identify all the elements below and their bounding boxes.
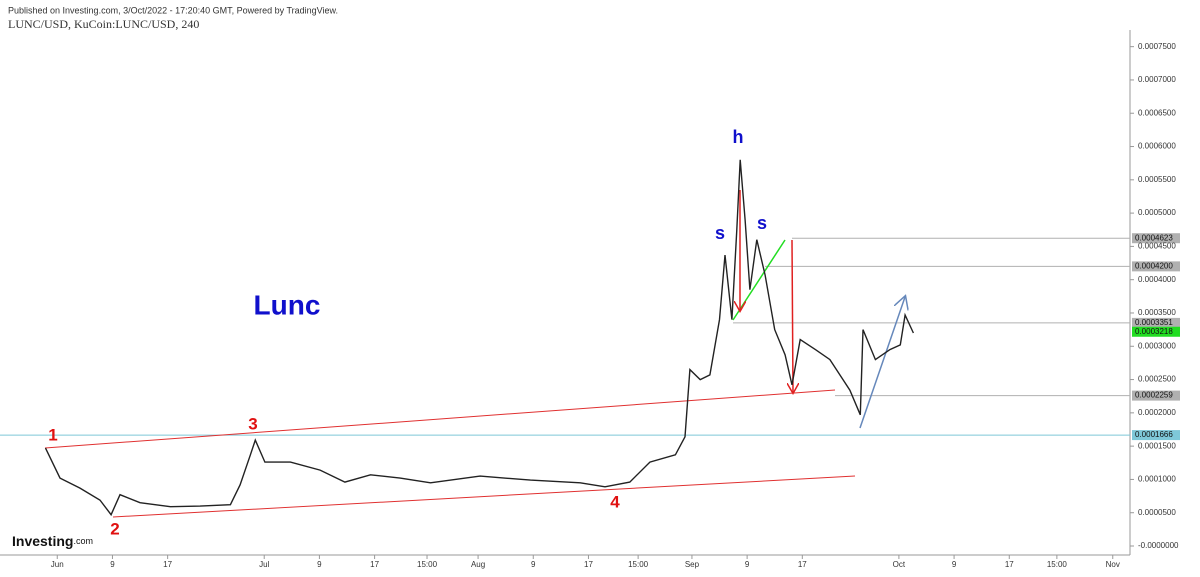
x-tick-label: 15:00 [1047, 560, 1068, 569]
level-label: 0.0002259 [1135, 391, 1173, 400]
x-tick-label: 9 [745, 560, 750, 569]
x-tick-label: 9 [952, 560, 957, 569]
x-tick-label: 17 [1005, 560, 1014, 569]
y-tick-label: 0.0004000 [1138, 275, 1176, 284]
y-tick-label: 0.0001500 [1138, 441, 1176, 450]
x-tick-label: 15:00 [628, 560, 649, 569]
x-tick-label: 17 [163, 560, 172, 569]
y-tick-label: 0.0006000 [1138, 142, 1176, 151]
level-label: 0.0004200 [1135, 261, 1173, 270]
level-label: 0.0004623 [1135, 233, 1173, 242]
price-line [44, 159, 915, 517]
x-tick-label: Sep [685, 560, 700, 569]
x-tick-label: Jul [259, 560, 269, 569]
annotation: h [733, 127, 744, 147]
level-box [1132, 261, 1180, 272]
symbol: LUNC/USD, KuCoin:LUNC/USD, 240 [8, 17, 199, 31]
y-tick-label: 0.0002000 [1138, 408, 1176, 417]
x-tick-label: 17 [370, 560, 379, 569]
level-box [1132, 233, 1180, 244]
y-tick-label: 0.0001000 [1138, 475, 1176, 484]
y-tick-label: 0.0002500 [1138, 375, 1176, 384]
x-tick-label: 9 [317, 560, 322, 569]
level-label: 0.0003218 [1135, 327, 1173, 336]
y-tick-label: 0.0007500 [1138, 42, 1176, 51]
x-tick-label: Aug [471, 560, 485, 569]
x-tick-label: 17 [798, 560, 807, 569]
level-label: 0.0003351 [1135, 318, 1173, 327]
y-tick-label: 0.0000500 [1138, 508, 1176, 517]
x-tick-label: Nov [1106, 560, 1120, 569]
y-tick-label: 0.0004500 [1138, 242, 1176, 251]
annotation: 2 [110, 519, 119, 538]
annotation: 4 [610, 492, 620, 511]
x-tick-label: 17 [584, 560, 593, 569]
annotation: s [757, 213, 767, 233]
x-tick-label: 9 [531, 560, 536, 569]
x-tick-label: Oct [893, 560, 906, 569]
x-tick-label: 15:00 [417, 560, 438, 569]
y-tick-label: 0.0007000 [1138, 75, 1176, 84]
level-box [1132, 326, 1180, 337]
arrow [859, 297, 905, 429]
y-tick-label: 0.0005500 [1138, 175, 1176, 184]
y-tick-label: 0.0005000 [1138, 208, 1176, 217]
y-tick-label: 0.0003000 [1138, 341, 1176, 350]
x-tick-label: Jun [51, 560, 64, 569]
published: Published on Investing.com, 3/Oct/2022 -… [8, 5, 338, 15]
annotation: s [715, 223, 725, 243]
annotation: Lunc [254, 289, 321, 320]
annotation: 3 [248, 414, 257, 433]
level-box [1132, 390, 1180, 401]
y-tick-label: -0.0000000 [1138, 541, 1179, 550]
x-tick-label: 9 [110, 560, 115, 569]
y-tick-label: 0.0006500 [1138, 108, 1176, 117]
trendline [112, 475, 856, 518]
annotation: 1 [48, 425, 57, 444]
logo: Investing.com [12, 533, 93, 549]
trendline [44, 389, 836, 449]
level-label: 0.0001666 [1135, 430, 1173, 439]
level-box [1132, 317, 1180, 328]
level-box [1132, 430, 1180, 441]
arrow [792, 239, 793, 392]
y-tick-label: 0.0003500 [1138, 308, 1176, 317]
